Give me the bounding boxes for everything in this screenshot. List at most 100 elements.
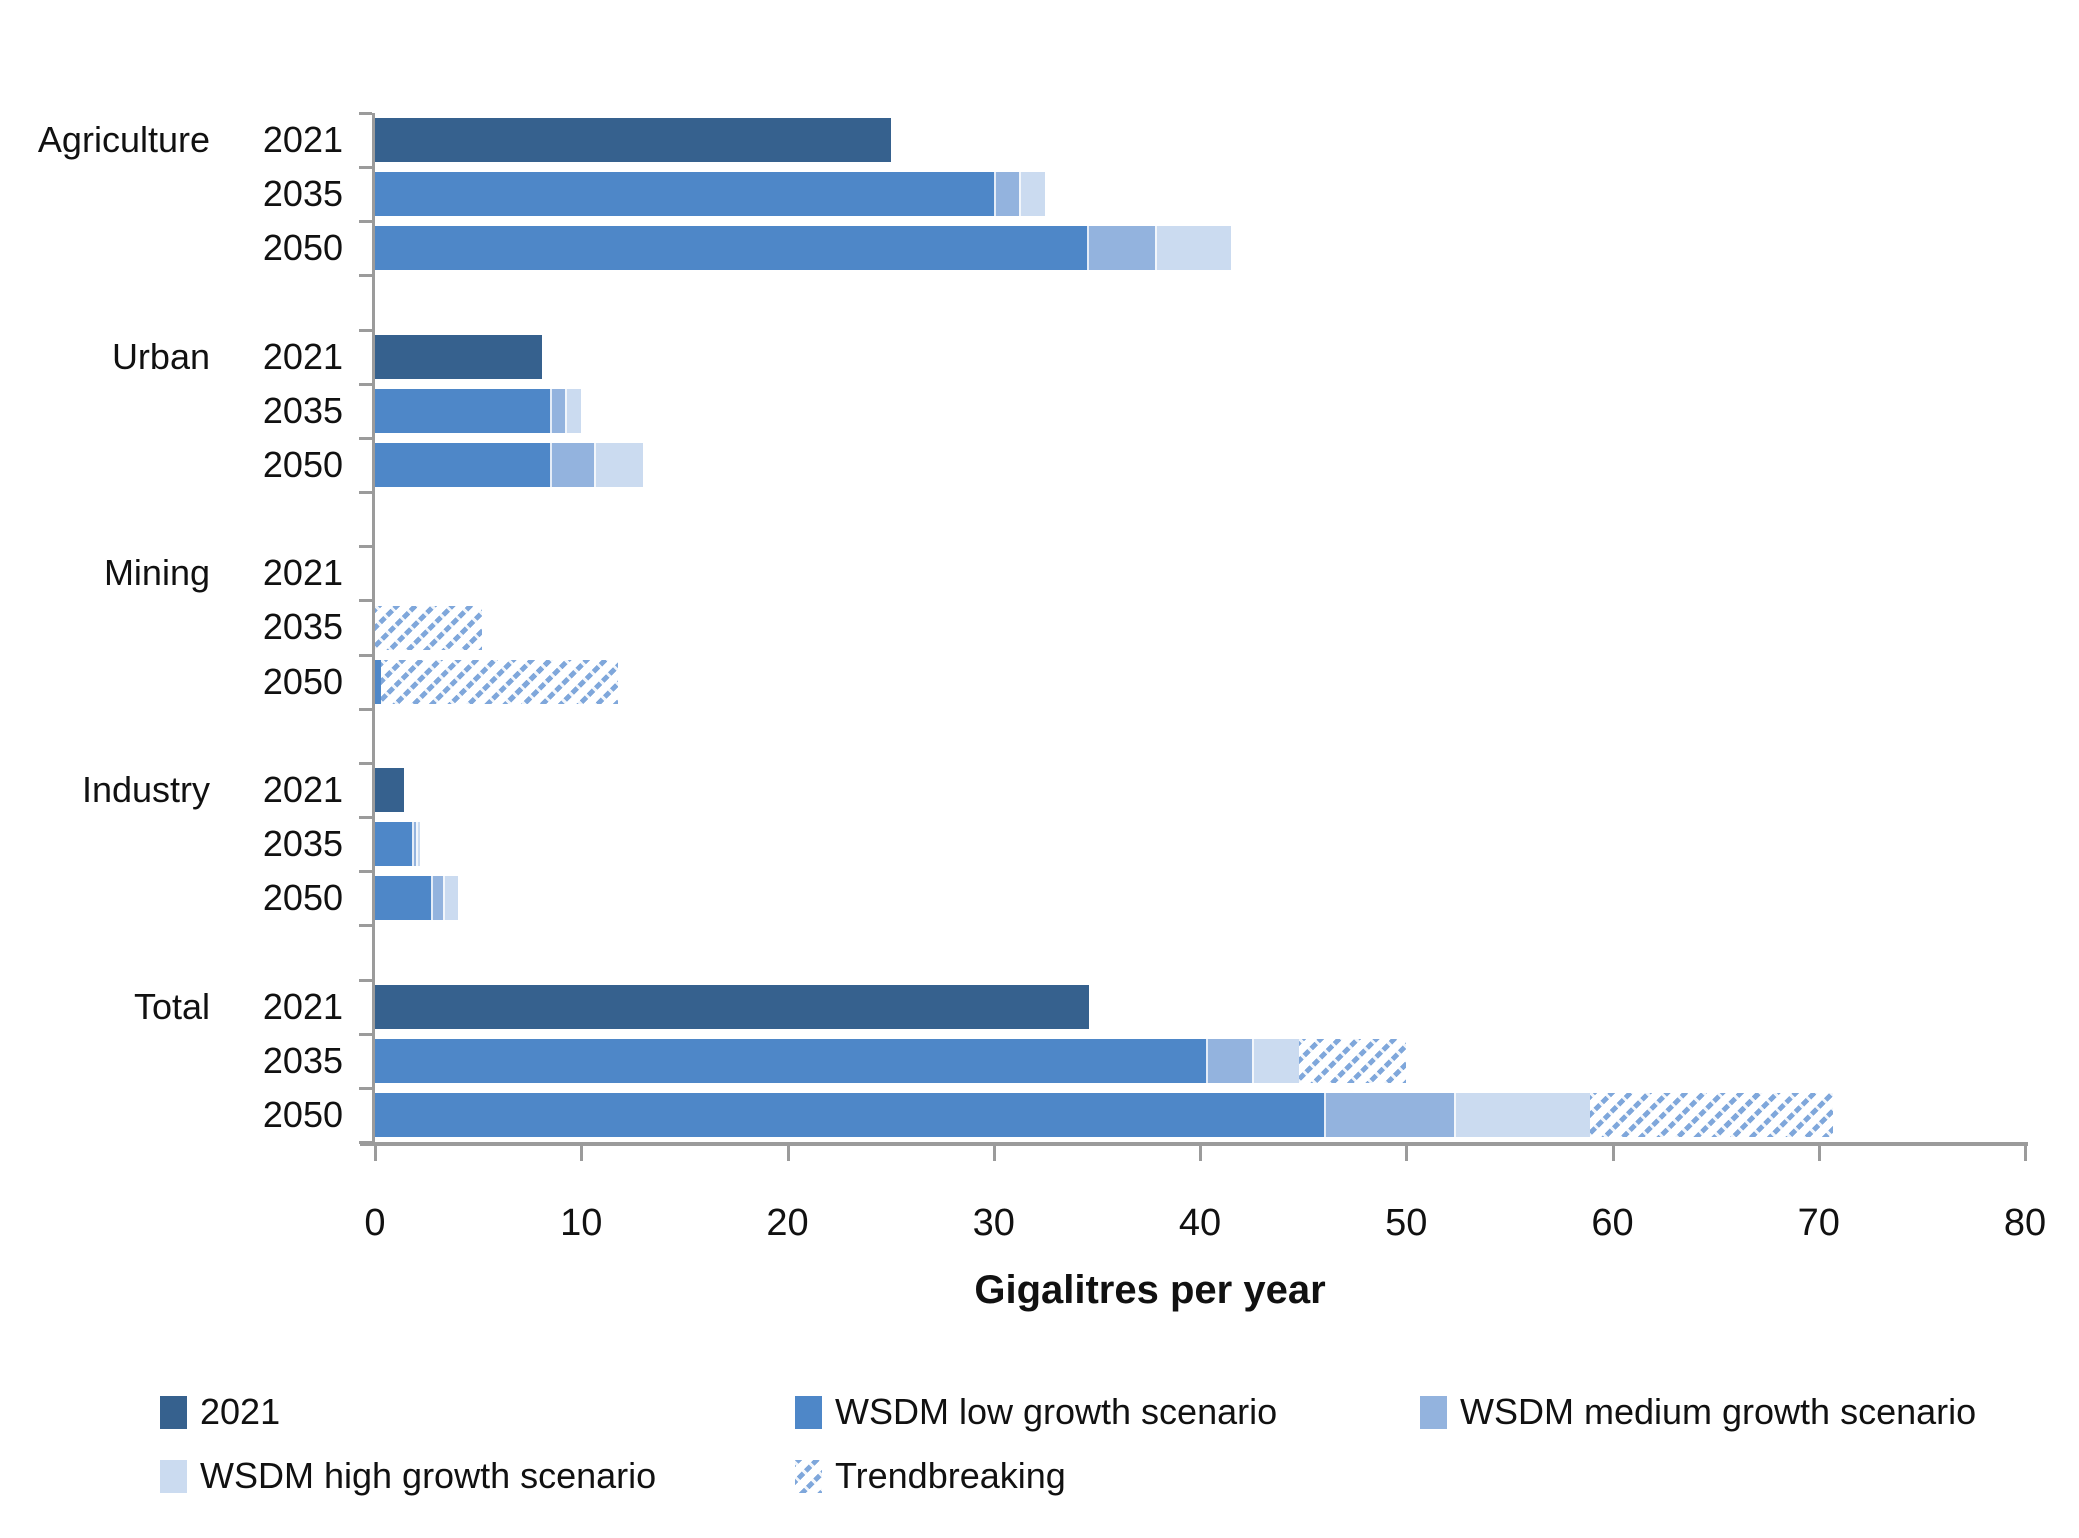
year-label: 2050: [262, 1093, 343, 1135]
bar-segment-high: [1453, 1092, 1590, 1137]
y-axis-tick: [359, 545, 372, 549]
x-tick-label: 80: [2003, 1202, 2047, 1244]
legend-swatch-base2021: [160, 1395, 187, 1429]
legend-label: WSDM high growth scenario: [200, 1455, 657, 1496]
y-axis-tick: [359, 1086, 372, 1090]
x-axis-tick: [374, 1146, 377, 1161]
row-label: 2035: [0, 600, 357, 654]
x-tick-label: 10: [560, 1202, 603, 1244]
bar-segment-base2021: [375, 767, 404, 812]
legend-item-high: WSDM high growth scenario: [160, 1452, 656, 1500]
year-label: 2021: [262, 768, 343, 810]
bar-row: [375, 1092, 1834, 1137]
row-label: 2050: [0, 438, 357, 492]
bar-segment-trend: [1299, 1038, 1407, 1083]
y-axis-tick: [359, 816, 372, 820]
bar-segment-high: [1018, 172, 1046, 217]
category-label: Mining: [103, 552, 210, 594]
bar-segment-low: [375, 659, 382, 704]
row-label: Mining 2021: [0, 546, 357, 600]
legend-label: 2021: [200, 1391, 281, 1432]
legend-item-low: WSDM low growth scenario: [795, 1388, 1277, 1436]
x-tick-label: 40: [1178, 1202, 1222, 1244]
y-axis-tick: [359, 761, 372, 765]
bar-segment-low: [375, 876, 431, 921]
year-label: 2035: [262, 173, 343, 215]
bar-segment-base2021: [375, 334, 543, 379]
year-label: 2021: [262, 985, 343, 1027]
bar-row: [375, 822, 421, 867]
x-axis-line: [360, 1142, 2028, 1146]
bar-row: [375, 605, 483, 650]
row-label: Agriculture 2021: [0, 113, 357, 167]
y-axis-tick: [359, 112, 372, 115]
year-label: 2021: [262, 119, 343, 161]
x-axis-tick: [992, 1146, 996, 1161]
x-axis-tick: [580, 1146, 584, 1161]
y-axis-tick: [359, 978, 372, 982]
bar-segment-trend: [381, 659, 619, 704]
y-axis-tick: [359, 436, 372, 440]
category-label: Industry: [81, 768, 210, 810]
bar-segment-high: [1251, 1038, 1299, 1083]
x-tick-label: 60: [1591, 1202, 1634, 1244]
y-axis-tick: [359, 1032, 372, 1036]
legend-swatch-high: [160, 1459, 187, 1493]
legend-swatch-trend: [795, 1459, 822, 1493]
y-axis-tick: [359, 328, 372, 332]
row-label: 2050: [0, 655, 357, 709]
row-label: 2035: [0, 1034, 357, 1088]
legend-label: Trendbreaking: [835, 1455, 1066, 1496]
row-label: Total 2021: [0, 980, 357, 1034]
bar-segment-high: [416, 822, 421, 867]
bar-segment-low: [375, 388, 551, 433]
bar-segment-high: [1154, 226, 1231, 271]
y-axis-tick: [359, 924, 372, 928]
bar-segment-medium: [1323, 1092, 1454, 1137]
row-label: Urban 2021: [0, 330, 357, 384]
year-label: 2035: [262, 1039, 343, 1081]
bar-row: [375, 659, 619, 704]
bar-segment-medium: [550, 388, 565, 433]
bar-segment-base2021: [375, 984, 1089, 1029]
y-axis-tick: [359, 653, 372, 657]
legend-label: WSDM medium growth scenario: [1460, 1391, 1977, 1432]
row-label: Industry 2021: [0, 763, 357, 817]
x-axis-tick: [1405, 1146, 1409, 1161]
row-label: 2035: [0, 167, 357, 221]
bar-row: [375, 334, 543, 379]
x-axis-tick: [2024, 1146, 2027, 1161]
row-label: 2050: [0, 871, 357, 925]
bar-segment-base2021: [375, 118, 891, 163]
x-tick-label: 20: [766, 1202, 809, 1244]
bar-segment-medium: [1206, 1038, 1252, 1083]
y-axis-line: [372, 113, 375, 1145]
bar-segment-medium: [412, 822, 417, 867]
bar-segment-low: [375, 226, 1087, 271]
bar-segment-low: [375, 822, 413, 867]
y-axis-tick: [359, 599, 372, 603]
bar-segment-trend: [375, 605, 483, 650]
category-label: Urban: [111, 335, 210, 377]
x-axis-tick: [1611, 1146, 1615, 1161]
bar-row: [375, 876, 458, 921]
x-tick-label: 50: [1385, 1202, 1428, 1244]
legend-item-medium: WSDM medium growth scenario: [1420, 1388, 1976, 1436]
bar-segment-medium: [550, 443, 594, 488]
bar-row: [375, 172, 1046, 217]
bar-segment-medium: [1086, 226, 1155, 271]
y-axis-tick: [359, 382, 372, 386]
x-tick-label: 70: [1797, 1202, 1840, 1244]
year-label: 2021: [262, 552, 343, 594]
bar-segment-high: [564, 388, 582, 433]
year-label: 2050: [262, 227, 343, 269]
legend-item-trend: Trendbreaking: [795, 1452, 1066, 1500]
legend-swatch-medium: [1420, 1395, 1447, 1429]
x-axis-title: Gigalitres per year: [974, 1268, 1326, 1312]
bar-segment-high: [443, 876, 458, 921]
bar-segment-low: [375, 443, 551, 488]
y-axis-tick: [359, 707, 372, 711]
x-tick-label: 30: [972, 1202, 1015, 1244]
y-axis-tick: [359, 166, 372, 170]
year-label: 2035: [262, 823, 343, 865]
